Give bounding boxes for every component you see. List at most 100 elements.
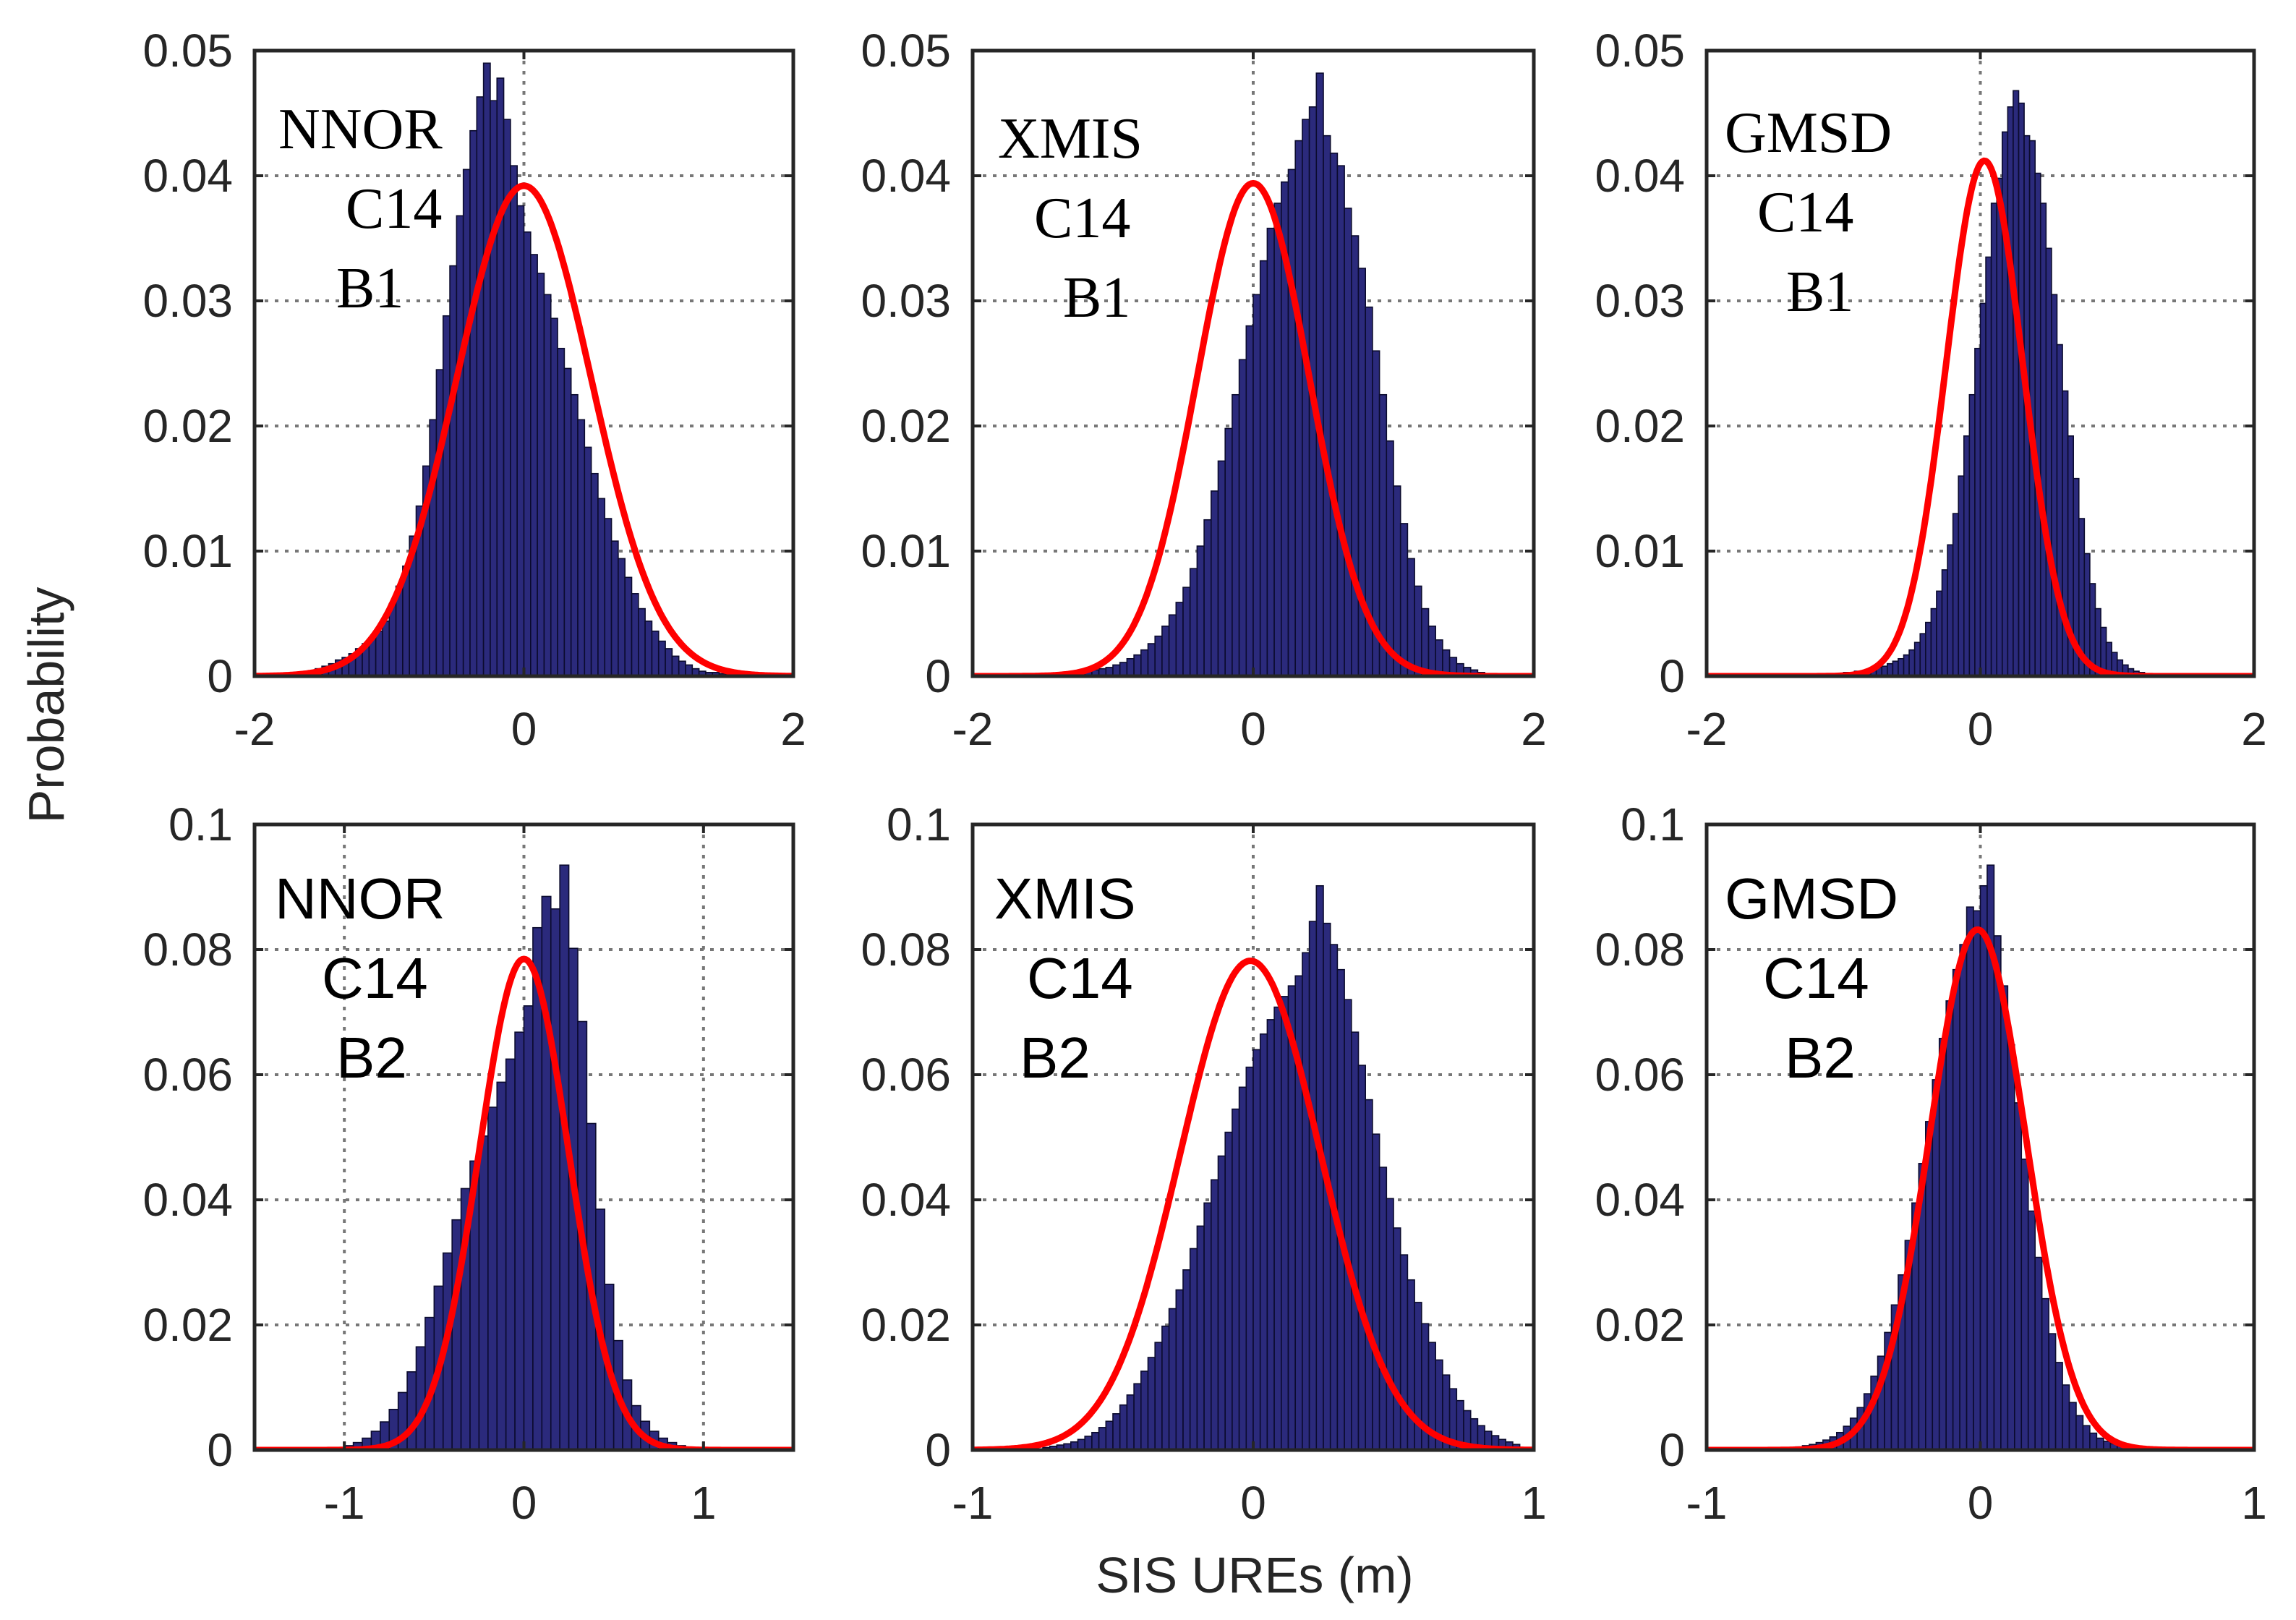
histogram-bar: [2054, 1362, 2063, 1450]
panel-annotation-line: C14: [1027, 946, 1133, 1010]
panel-annotation-line: GMSD: [1725, 866, 1898, 931]
histogram-bar: [1941, 569, 1948, 676]
y-tick-label: 0.02: [1595, 400, 1685, 452]
histogram-bar: [1273, 202, 1282, 676]
histogram-bar: [2048, 1333, 2057, 1450]
y-tick-label: 0.02: [142, 400, 233, 452]
histogram-bar: [1938, 1038, 1947, 1450]
x-tick-label: 0: [1240, 703, 1266, 755]
y-tick-label: 0.02: [142, 1299, 233, 1351]
y-tick-label: 0.06: [1595, 1049, 1685, 1101]
histogram-bar: [1308, 921, 1318, 1450]
histogram-bar: [490, 100, 498, 676]
histogram-bar: [618, 558, 626, 676]
histogram-bar: [449, 265, 458, 676]
histogram-bar: [1996, 177, 2003, 676]
histogram-bar: [1979, 884, 1988, 1450]
y-tick-label: 0.08: [861, 924, 951, 976]
histogram-bar: [1351, 1031, 1360, 1450]
histogram-bar: [2007, 1044, 2015, 1450]
histogram-bar: [2041, 1297, 2049, 1450]
y-tick-label: 0.03: [1595, 275, 1685, 327]
histogram-bar: [1119, 1404, 1128, 1450]
figure-x-axis-label: SIS UREs (m): [1096, 1547, 1413, 1603]
panel-annotation-line: GMSD: [1725, 101, 1892, 165]
y-tick-label: 0.06: [142, 1049, 233, 1101]
histogram-bar: [462, 169, 471, 676]
panel-annotation-line: B2: [1785, 1026, 1856, 1090]
histogram-bar: [1266, 227, 1275, 676]
x-tick-label: -2: [952, 703, 994, 755]
histogram-bar: [1378, 1167, 1388, 1450]
histogram-bar: [2013, 90, 2020, 676]
y-tick-label: 0.01: [1595, 525, 1685, 577]
y-tick-label: 0.02: [1595, 1299, 1685, 1351]
histogram-bar: [1238, 359, 1247, 676]
y-tick-label: 0.01: [142, 525, 233, 577]
histogram-bar: [1323, 135, 1331, 676]
panel-annotation-line: C14: [1763, 946, 1869, 1010]
histogram-bar: [1133, 654, 1142, 676]
y-tick-label: 0.03: [142, 275, 233, 327]
histogram-bar: [1147, 1357, 1156, 1450]
histogram-bar: [442, 315, 451, 676]
normal-fit-curve: [255, 182, 793, 676]
histogram-bar: [375, 630, 383, 676]
histogram-bar: [2082, 1425, 2091, 1450]
histogram-bar: [496, 1081, 507, 1450]
histogram-bar: [1930, 608, 1937, 676]
histogram-bar: [537, 273, 545, 676]
histogram-bar: [1161, 1325, 1170, 1450]
histogram-bar: [1112, 1413, 1121, 1450]
panel-annotation-line: B1: [1063, 266, 1130, 330]
histogram-bar: [1091, 1431, 1100, 1450]
histogram-bar: [1140, 649, 1149, 676]
histogram-bar: [1945, 1000, 1954, 1450]
histogram-bar: [1344, 999, 1352, 1450]
chart-panel-nnor-b2: 0 0.02 0.04 0.06 0.08 0.1 -1 0 1 NNOR C14 B2: [142, 798, 795, 1529]
y-tick-label: 0.1: [887, 798, 951, 850]
histogram-bar: [550, 317, 558, 676]
histogram-bar: [1336, 165, 1345, 676]
panel-annotation-line: NNOR: [278, 98, 443, 161]
histogram-bar: [590, 472, 599, 676]
histogram-bar: [2045, 247, 2052, 676]
histogram-bar: [516, 205, 525, 676]
histogram-bar: [1990, 202, 1998, 676]
histogram-bar: [1252, 1049, 1261, 1450]
histogram-bar: [1925, 621, 1932, 676]
histogram-bar: [2039, 202, 2047, 676]
panel-annotation-line: B2: [1020, 1026, 1091, 1090]
x-tick-label: 0: [511, 703, 537, 755]
histogram-bar: [482, 62, 491, 676]
y-tick-label: 0.03: [861, 275, 951, 327]
histogram-bar: [1238, 1086, 1247, 1450]
histogram-bar: [1936, 590, 1943, 676]
histogram-bar: [435, 369, 444, 676]
y-tick-label: 0.04: [861, 1174, 951, 1226]
histogram-bar: [1393, 485, 1401, 676]
histogram-bar: [469, 129, 478, 676]
y-tick-label: 0: [1659, 1424, 1685, 1476]
x-tick-label: -1: [324, 1477, 365, 1529]
histogram-bar: [1196, 1225, 1205, 1450]
figure-y-axis-label: Probability: [18, 587, 74, 824]
histogram-bar: [1974, 347, 1981, 676]
x-tick-label: 1: [691, 1477, 717, 1529]
histogram-bar: [1887, 662, 1894, 676]
histogram-bar: [1966, 906, 1974, 1450]
histogram-bar: [514, 1031, 525, 1450]
histogram-bar: [1302, 952, 1310, 1450]
histogram-bar: [671, 655, 680, 676]
y-tick-label: 0.1: [168, 798, 233, 850]
y-tick-label: 0.08: [142, 924, 233, 976]
x-tick-label: -1: [952, 1477, 994, 1529]
histogram-bar: [1217, 1155, 1226, 1450]
histogram-bar: [1224, 1131, 1233, 1450]
histogram-bar: [541, 895, 552, 1450]
histogram-bar: [2051, 294, 2058, 676]
histogram-bar: [2068, 1402, 2077, 1450]
histogram-bar: [1211, 490, 1219, 676]
histogram-bar: [1203, 519, 1212, 676]
